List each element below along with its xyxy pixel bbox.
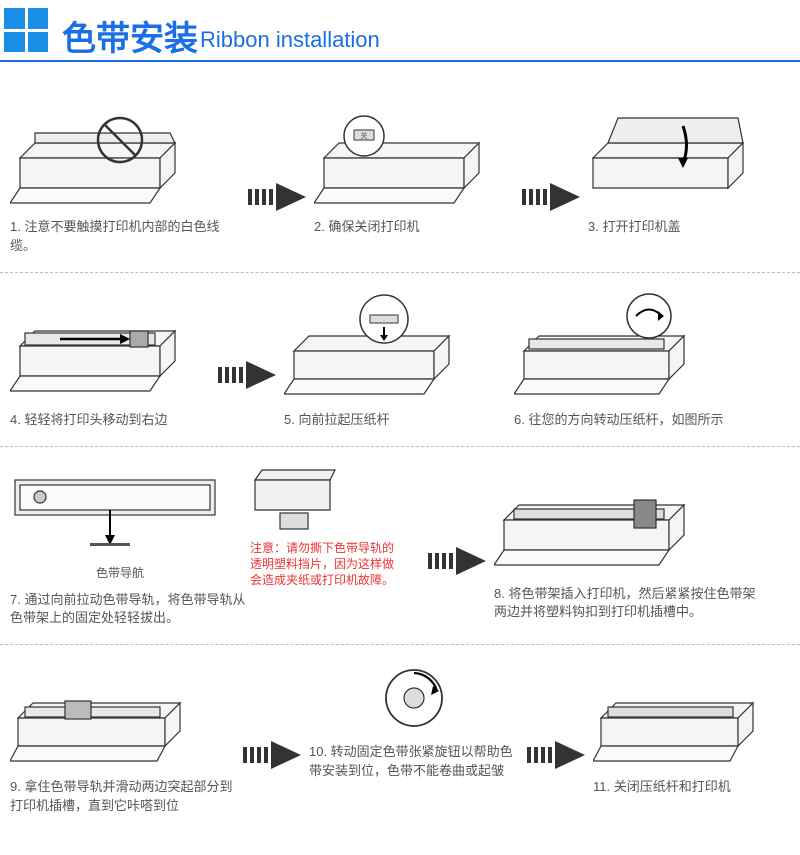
instruction-grid: 1. 注意不要触摸打印机内部的白色线缆。 关 2. 确: [0, 90, 800, 832]
step-1-figure: [10, 108, 180, 208]
arrow-icon: [218, 361, 276, 389]
row-2: 4. 轻轻将打印头移动到右边: [0, 273, 800, 447]
step-2-caption: 2. 确保关闭打印机: [314, 218, 419, 237]
step-5-caption: 5. 向前拉起压纸杆: [284, 411, 389, 430]
step-11-caption: 11. 关闭压纸杆和打印机: [593, 778, 731, 797]
step-4: 4. 轻轻将打印头移动到右边: [10, 291, 210, 430]
row-4: 9. 拿住色带导轨并滑动两边突起部分到打印机插槽，直到它咔嗒到位 10. 转动固…: [0, 645, 800, 832]
row-1: 1. 注意不要触摸打印机内部的白色线缆。 关 2. 确: [0, 90, 800, 273]
step-7-figure: 色带导航: [10, 465, 230, 581]
step-9: 9. 拿住色带导轨并滑动两边突起部分到打印机插槽，直到它咔嗒到位: [10, 663, 235, 816]
step-2: 关 2. 确保关闭打印机: [314, 108, 514, 237]
arrow-icon: [527, 741, 585, 769]
step-11-figure: [593, 663, 758, 768]
step-7-detail-figure: [250, 465, 340, 540]
step-1-caption: 1. 注意不要触摸打印机内部的白色线缆。: [10, 218, 240, 256]
step-7-warning-note: 注意：请勿撕下色带导轨的透明塑料挡片，因为这样做会造成夹纸或打印机故障。: [250, 540, 400, 589]
step-7-note-block: 注意：请勿撕下色带导轨的透明塑料挡片，因为这样做会造成夹纸或打印机故障。: [250, 465, 420, 589]
step-10: 10. 转动固定色带张紧旋钮以帮助色带安装到位，色带不能卷曲或起皱: [309, 663, 519, 781]
step-7-sublabel: 色带导航: [96, 564, 144, 581]
step-9-caption: 9. 拿住色带导轨并滑动两边突起部分到打印机插槽，直到它咔嗒到位: [10, 778, 235, 816]
step-4-caption: 4. 轻轻将打印头移动到右边: [10, 411, 167, 430]
arrow-icon: [243, 741, 301, 769]
step-7-caption: 7. 通过向前拉动色带导轨，将色带导轨从色带架上的固定处轻轻拔出。: [10, 591, 250, 629]
title-chinese: 色带安装: [62, 22, 198, 56]
step-8: 8. 将色带架插入打印机，然后紧紧按住色带架两边并将塑料钩扣到打印机插槽中。: [494, 465, 764, 623]
step-6-caption: 6. 往您的方向转动压纸杆，如图所示: [514, 411, 723, 430]
arrow-icon: [248, 183, 306, 211]
step-6-figure: [514, 291, 694, 401]
title-english: Ribbon installation: [200, 27, 380, 56]
step-10-caption: 10. 转动固定色带张紧旋钮以帮助色带安装到位，色带不能卷曲或起皱: [309, 743, 519, 781]
step-4-figure: [10, 291, 180, 401]
step-2-figure: 关: [314, 108, 484, 208]
svg-text:关: 关: [361, 131, 368, 140]
arrow-icon: [522, 183, 580, 211]
step-3-caption: 3. 打开打印机盖: [588, 218, 680, 237]
step-7: 色带导航 7. 通过向前拉动色带导轨，将色带导轨从色带架上的固定处轻轻拔出。: [10, 465, 250, 629]
step-8-figure: [494, 465, 694, 575]
step-5-figure: [284, 291, 454, 401]
step-10-figure: [309, 663, 519, 733]
arrow-icon: [428, 547, 486, 575]
logo-icon: [4, 8, 48, 52]
step-6: 6. 往您的方向转动压纸杆，如图所示: [514, 291, 764, 430]
step-5: 5. 向前拉起压纸杆: [284, 291, 484, 430]
header-bar: 色带安装 Ribbon installation: [0, 0, 800, 62]
row-3: 色带导航 7. 通过向前拉动色带导轨，将色带导轨从色带架上的固定处轻轻拔出。 注…: [0, 447, 800, 646]
step-3: 3. 打开打印机盖: [588, 108, 758, 237]
step-1: 1. 注意不要触摸打印机内部的白色线缆。: [10, 108, 240, 256]
step-11: 11. 关闭压纸杆和打印机: [593, 663, 773, 797]
step-8-caption: 8. 将色带架插入打印机，然后紧紧按住色带架两边并将塑料钩扣到打印机插槽中。: [494, 585, 764, 623]
step-3-figure: [588, 108, 748, 208]
step-9-figure: [10, 663, 185, 768]
